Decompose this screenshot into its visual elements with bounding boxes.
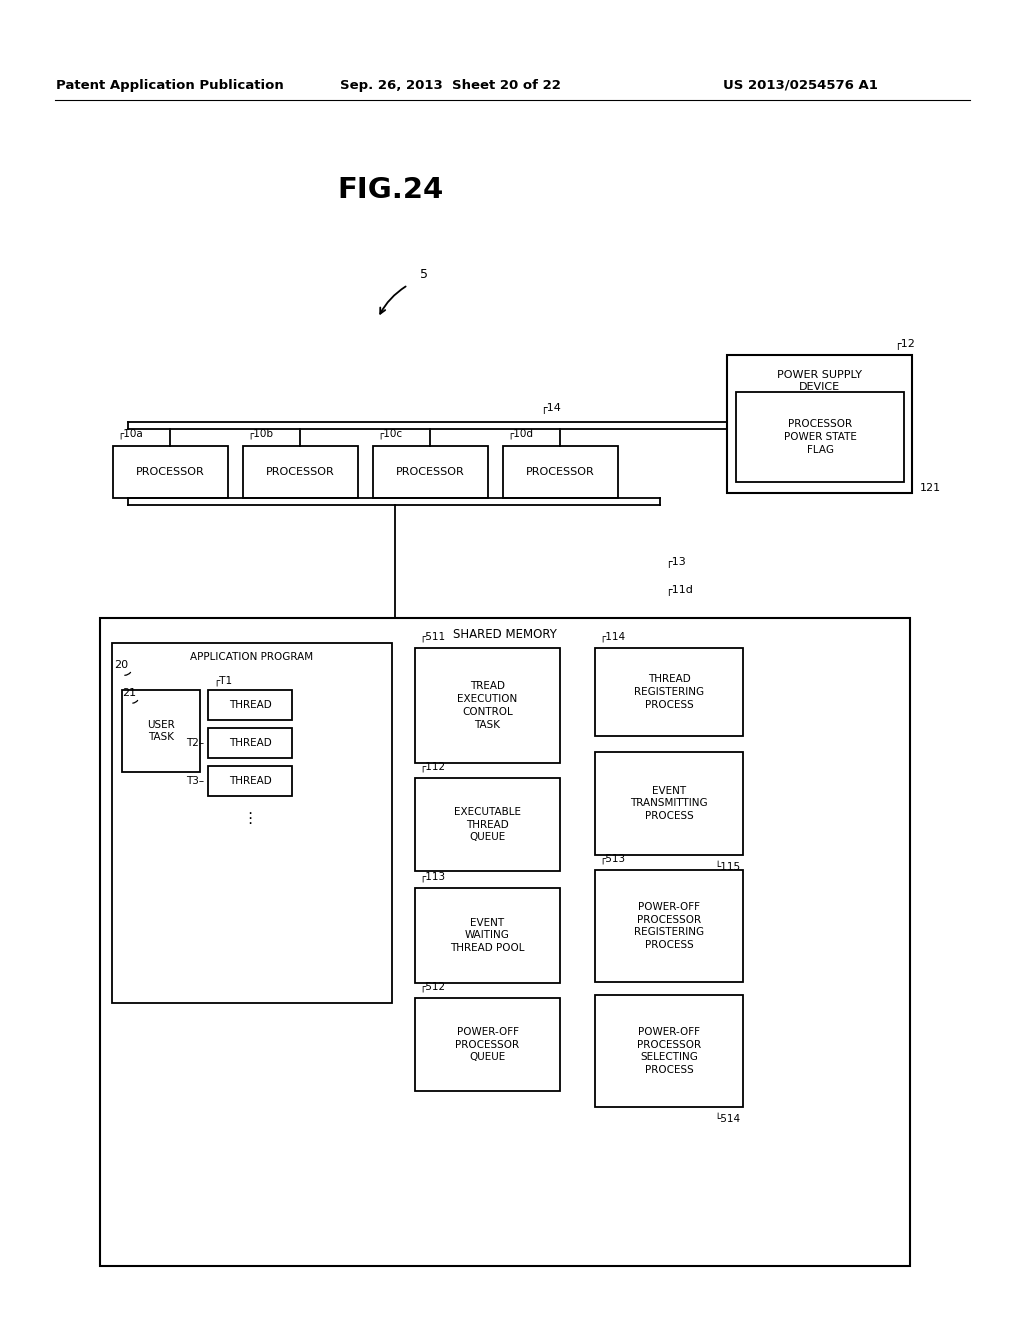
Text: ┌512: ┌512 <box>419 982 445 993</box>
Bar <box>595 870 743 982</box>
Bar <box>113 446 228 498</box>
Text: Sep. 26, 2013  Sheet 20 of 22: Sep. 26, 2013 Sheet 20 of 22 <box>340 78 560 91</box>
Bar <box>415 888 560 983</box>
Text: ┌10c: ┌10c <box>377 429 402 440</box>
Text: POWER-OFF
PROCESSOR
SELECTING
PROCESS: POWER-OFF PROCESSOR SELECTING PROCESS <box>637 1027 701 1076</box>
Text: EVENT
WAITING
THREAD POOL: EVENT WAITING THREAD POOL <box>451 917 524 953</box>
Text: 5: 5 <box>420 268 428 281</box>
Text: PROCESSOR: PROCESSOR <box>525 467 594 477</box>
Text: THREAD: THREAD <box>228 700 271 710</box>
Text: └115: └115 <box>714 862 740 873</box>
Text: EVENT
TRANSMITTING
PROCESS: EVENT TRANSMITTING PROCESS <box>630 785 708 821</box>
Text: ┌13: ┌13 <box>665 557 686 569</box>
Text: 20: 20 <box>114 660 128 671</box>
Text: POWER SUPPLY
DEVICE: POWER SUPPLY DEVICE <box>777 370 862 392</box>
Text: ⋮: ⋮ <box>243 810 258 825</box>
Text: ┌14: ┌14 <box>540 403 561 413</box>
Text: USER
TASK: USER TASK <box>147 719 175 742</box>
Bar <box>112 643 392 1003</box>
Text: T3–: T3– <box>186 776 204 785</box>
Text: TREAD
EXECUTION
CONTROL
TASK: TREAD EXECUTION CONTROL TASK <box>458 681 517 730</box>
Text: ┌10d: ┌10d <box>507 429 534 440</box>
Bar <box>727 355 912 492</box>
Bar <box>415 998 560 1092</box>
Text: 121: 121 <box>920 483 941 492</box>
Text: THREAD
REGISTERING
PROCESS: THREAD REGISTERING PROCESS <box>634 675 705 710</box>
Bar <box>595 995 743 1107</box>
Bar <box>243 446 358 498</box>
Text: PROCESSOR: PROCESSOR <box>265 467 335 477</box>
Text: PROCESSOR: PROCESSOR <box>395 467 464 477</box>
Bar <box>208 766 292 796</box>
Bar <box>208 729 292 758</box>
Bar <box>415 648 560 763</box>
Text: ┌10a: ┌10a <box>117 429 142 440</box>
Text: ┌11d: ┌11d <box>665 585 693 595</box>
Bar <box>595 648 743 737</box>
Text: ┌12: ┌12 <box>894 339 914 351</box>
Text: THREAD: THREAD <box>228 776 271 785</box>
Bar <box>122 690 200 772</box>
Text: FIG.24: FIG.24 <box>337 176 443 205</box>
Text: POWER-OFF
PROCESSOR
REGISTERING
PROCESS: POWER-OFF PROCESSOR REGISTERING PROCESS <box>634 902 705 950</box>
Text: PROCESSOR
POWER STATE
FLAG: PROCESSOR POWER STATE FLAG <box>783 420 856 455</box>
Bar <box>503 446 618 498</box>
Text: SHARED MEMORY: SHARED MEMORY <box>453 628 557 642</box>
Text: EXECUTABLE
THREAD
QUEUE: EXECUTABLE THREAD QUEUE <box>454 807 521 842</box>
Text: ┌513: ┌513 <box>599 854 625 865</box>
Text: ┌114: ┌114 <box>599 632 625 643</box>
Text: ┌10b: ┌10b <box>247 429 273 440</box>
Text: POWER-OFF
PROCESSOR
QUEUE: POWER-OFF PROCESSOR QUEUE <box>456 1027 519 1063</box>
Text: └514: └514 <box>714 1114 740 1125</box>
Bar <box>208 690 292 719</box>
Text: ┌113: ┌113 <box>419 871 445 882</box>
Text: 21: 21 <box>122 688 136 698</box>
Bar <box>595 752 743 855</box>
Bar <box>100 618 910 1266</box>
Text: ┌511: ┌511 <box>419 632 445 643</box>
Text: US 2013/0254576 A1: US 2013/0254576 A1 <box>723 78 878 91</box>
Text: T2–: T2– <box>186 738 204 748</box>
Text: APPLICATION PROGRAM: APPLICATION PROGRAM <box>190 652 313 663</box>
Text: PROCESSOR: PROCESSOR <box>135 467 205 477</box>
Text: ┌112: ┌112 <box>419 762 445 772</box>
Bar <box>736 392 904 482</box>
Bar <box>373 446 488 498</box>
Text: THREAD: THREAD <box>228 738 271 748</box>
Text: ┌T1: ┌T1 <box>213 676 232 686</box>
Bar <box>415 777 560 871</box>
Text: Patent Application Publication: Patent Application Publication <box>56 78 284 91</box>
